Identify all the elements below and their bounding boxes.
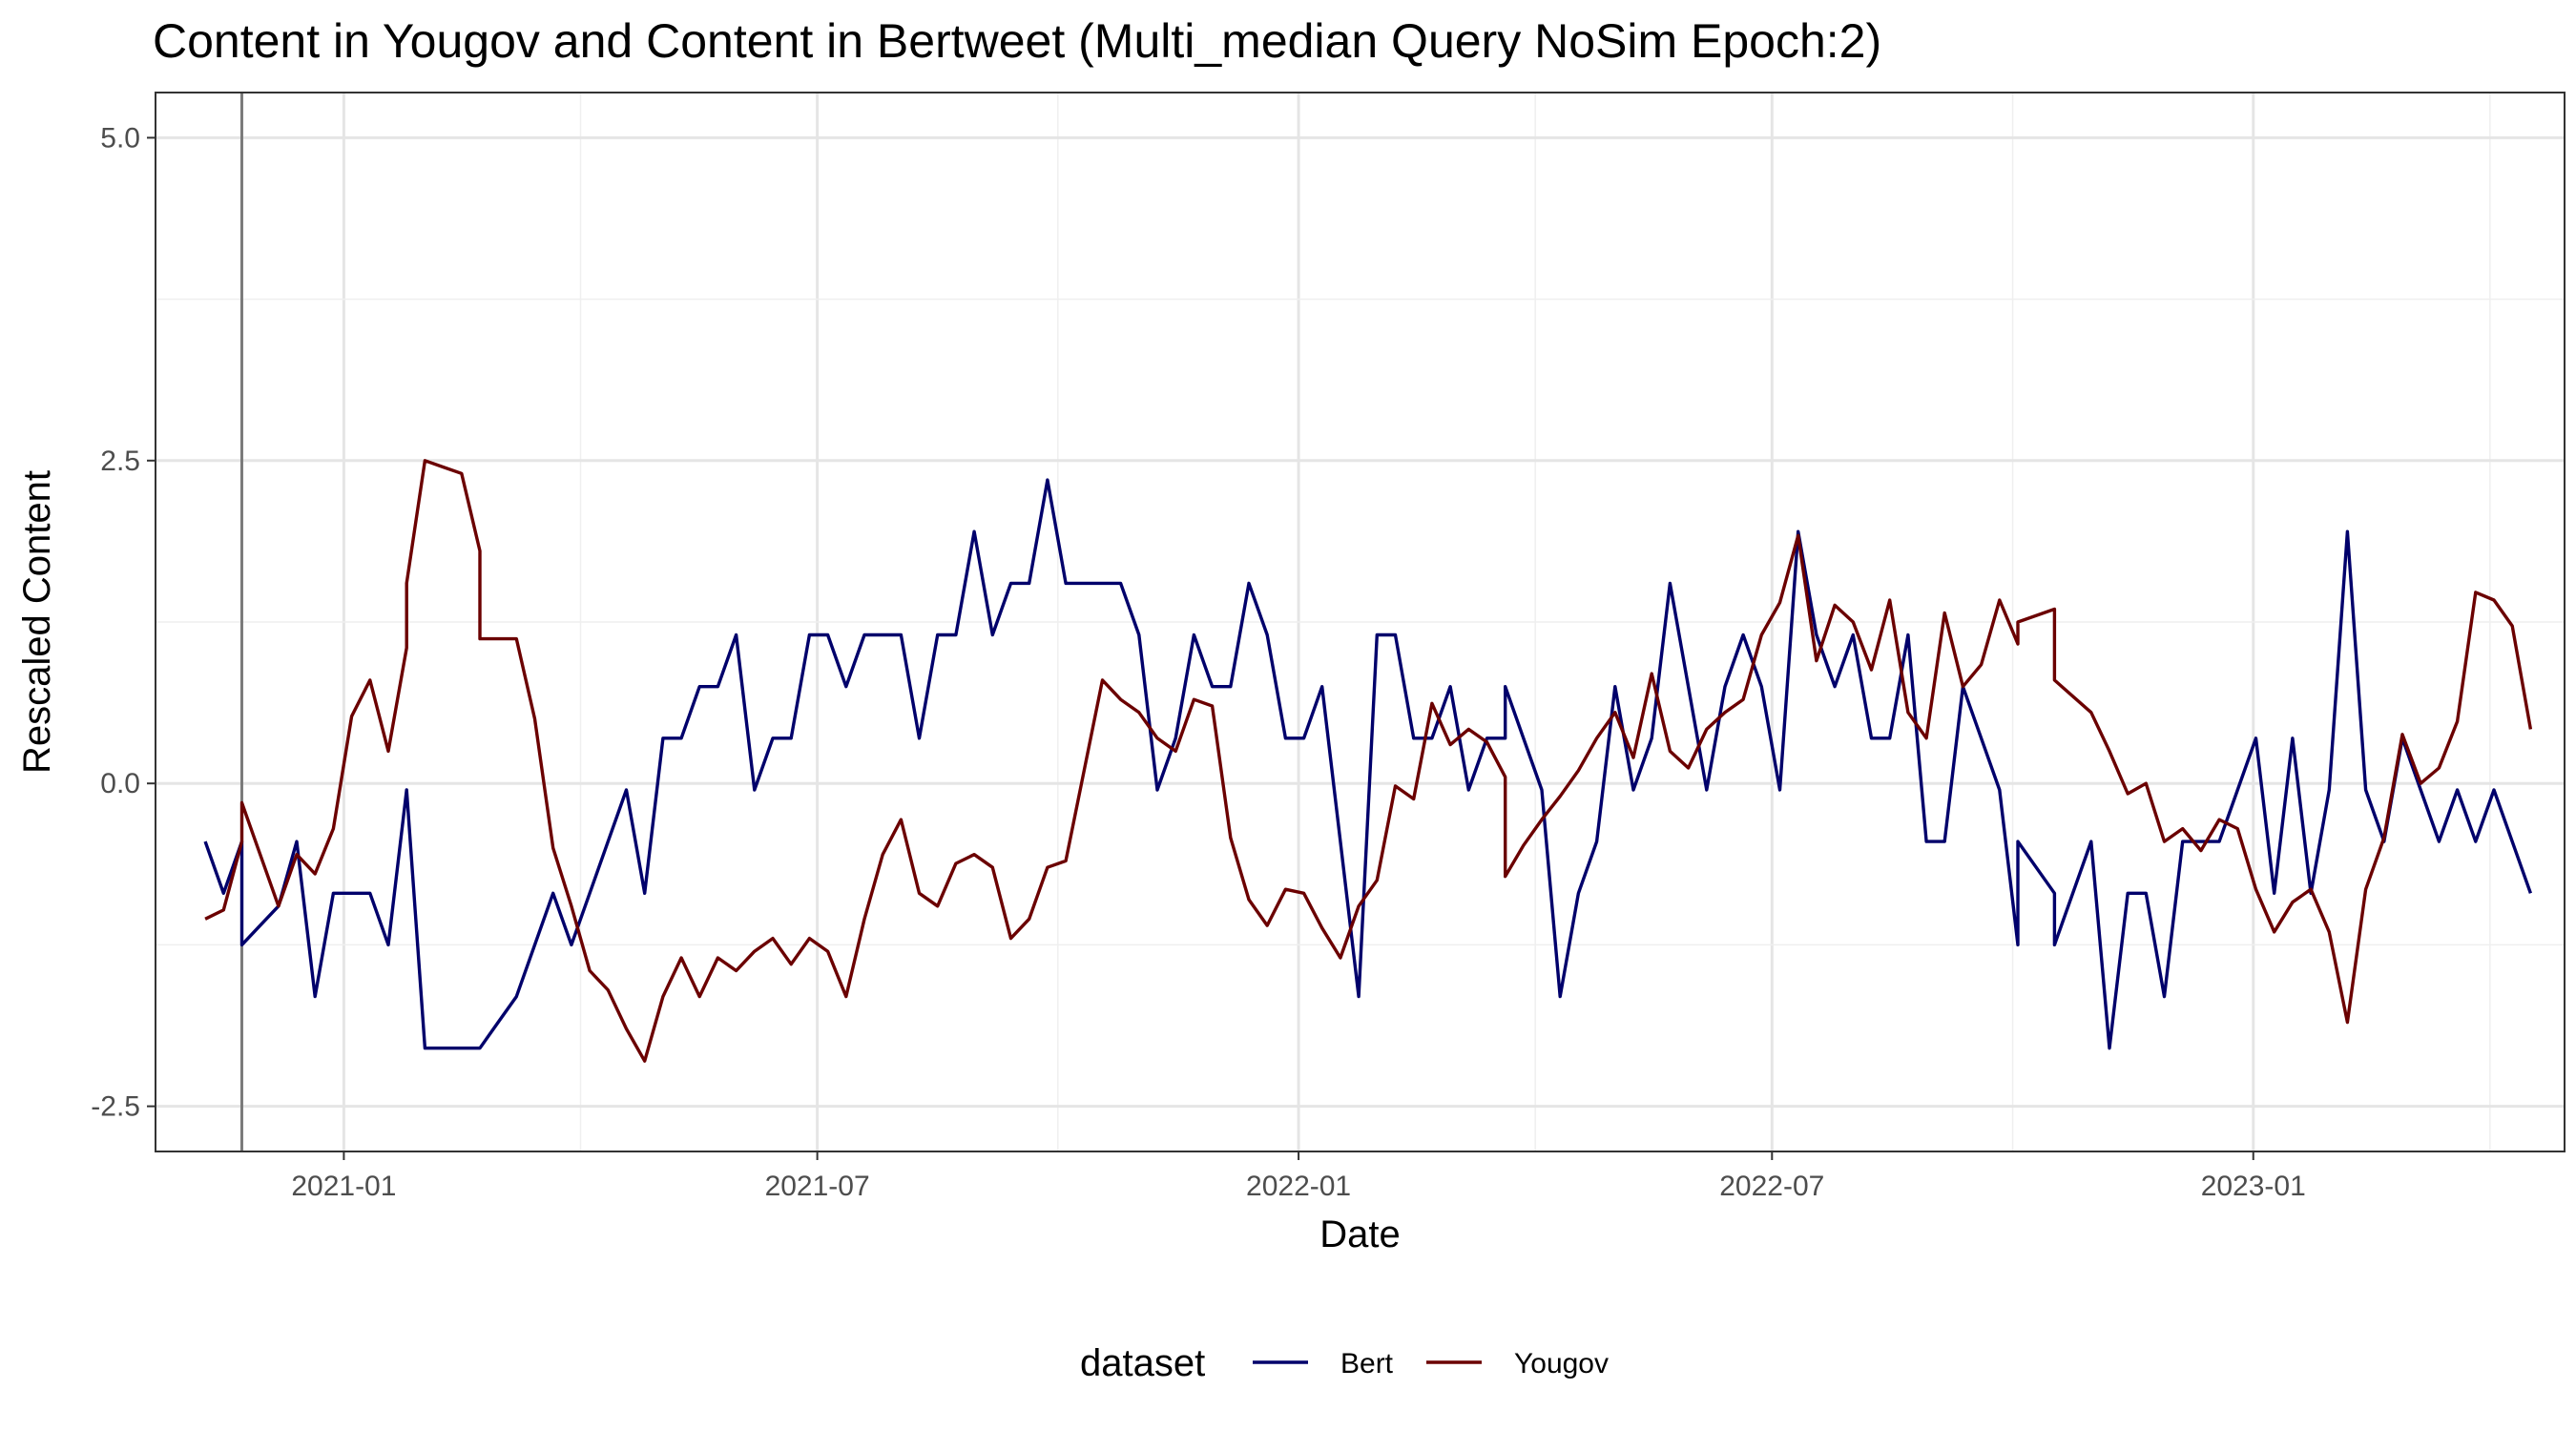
y-axis-title: Rescaled Content: [16, 470, 58, 774]
x-tick-label: 2023-01: [2201, 1171, 2306, 1202]
y-axis-ticks: -2.5 0.0 2.5 5.0: [91, 122, 156, 1123]
y-tick-label: 2.5: [100, 446, 140, 477]
series-lines: [203, 459, 2533, 1063]
legend-label-yougov: Yougov: [1514, 1348, 1609, 1379]
x-tick-label: 2021-07: [765, 1171, 870, 1202]
series-line-yougov: [204, 459, 2533, 1063]
x-axis-title: Date: [1319, 1213, 1401, 1255]
x-tick-label: 2021-01: [291, 1171, 396, 1202]
y-tick-label: 5.0: [100, 122, 140, 154]
legend: dataset Bert Yougov: [1080, 1342, 1609, 1384]
x-tick-label: 2022-01: [1246, 1171, 1351, 1202]
plot-panel-border: [155, 92, 2566, 1152]
x-axis-ticks: 2021-01 2021-07 2022-01 2022-07 2023-01: [291, 1151, 2306, 1202]
y-tick-label: 0.0: [100, 768, 140, 799]
series-line-bert: [203, 478, 2533, 1050]
legend-title: dataset: [1080, 1342, 1205, 1384]
y-tick-label: -2.5: [91, 1091, 140, 1123]
x-tick-label: 2022-07: [1719, 1171, 1824, 1202]
chart-title: Content in Yougov and Content in Bertwee…: [153, 14, 1882, 68]
legend-label-bert: Bert: [1340, 1348, 1394, 1379]
